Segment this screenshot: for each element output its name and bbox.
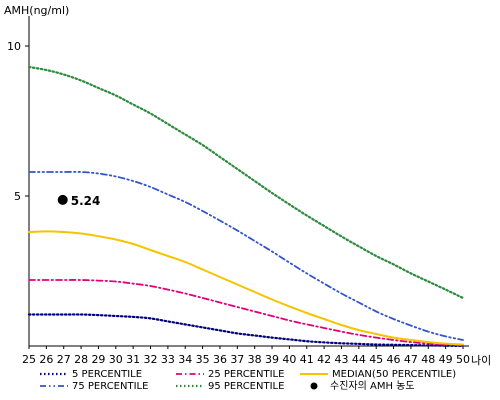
legend-label: 수진자의 AMH 농도 xyxy=(330,380,415,392)
y-tick-label: 5 xyxy=(14,190,21,203)
x-tick-label: 37 xyxy=(230,353,244,366)
series-line-25-percentile xyxy=(28,279,464,347)
axes: AMH(ng/ml) 나이 xyxy=(4,4,491,367)
series-line-5-percentile xyxy=(27,313,465,348)
x-tick-label: 43 xyxy=(334,353,348,366)
legend-label: 25 PERCENTILE xyxy=(208,369,284,380)
x-tick-label: 36 xyxy=(213,353,227,366)
x-tick-label: 41 xyxy=(300,353,314,366)
legend: 5 PERCENTILE 25 PERCENTILE MEDIAN(50 PERCE… xyxy=(40,369,456,392)
x-tick-label: 47 xyxy=(404,353,418,366)
x-tick-label: 26 xyxy=(39,353,53,366)
series-line-95-percentile xyxy=(27,65,465,300)
x-tick-label: 49 xyxy=(439,353,453,366)
patient-amh-point xyxy=(57,194,68,205)
legend-label: MEDIAN(50 PERCENTILE) xyxy=(332,369,456,380)
x-tick-label: 48 xyxy=(421,353,435,366)
x-tick-label: 33 xyxy=(161,353,175,366)
x-tick-label: 42 xyxy=(317,353,331,366)
x-tick-label: 45 xyxy=(369,353,383,366)
x-tick-label: 40 xyxy=(282,353,296,366)
x-tick-label: 35 xyxy=(196,353,210,366)
x-tick-label: 38 xyxy=(248,353,262,366)
series-layer xyxy=(27,65,465,348)
x-tick-label: 50 xyxy=(456,353,470,366)
legend-label: 5 PERCENTILE xyxy=(72,369,142,380)
legend-label: 75 PERCENTILE xyxy=(72,381,148,392)
x-tick-label: 32 xyxy=(144,353,158,366)
x-axis-title: 나이 xyxy=(471,354,491,367)
x-tick-label: 27 xyxy=(57,353,71,366)
series-line-75-percentile xyxy=(28,170,464,341)
x-tick-label: 29 xyxy=(91,353,105,366)
legend-label: 95 PERCENTILE xyxy=(208,381,284,392)
x-tick-label: 39 xyxy=(265,353,279,366)
x-tick-label: 46 xyxy=(387,353,401,366)
x-tick-label: 44 xyxy=(352,353,366,366)
point-layer: 5.24 xyxy=(57,194,101,208)
x-tick-label: 25 xyxy=(22,353,36,366)
y-axis-title: AMH(ng/ml) xyxy=(4,4,69,17)
x-tick-label: 30 xyxy=(109,353,123,366)
series-line-median-50-percentile xyxy=(28,230,464,346)
patient-amh-value-label: 5.24 xyxy=(71,194,101,208)
x-tick-label: 28 xyxy=(74,353,88,366)
x-tick-label: 34 xyxy=(178,353,192,366)
x-tick-label: 31 xyxy=(126,353,140,366)
legend-dot-marker xyxy=(310,382,318,390)
y-tick-label: 10 xyxy=(7,40,21,53)
